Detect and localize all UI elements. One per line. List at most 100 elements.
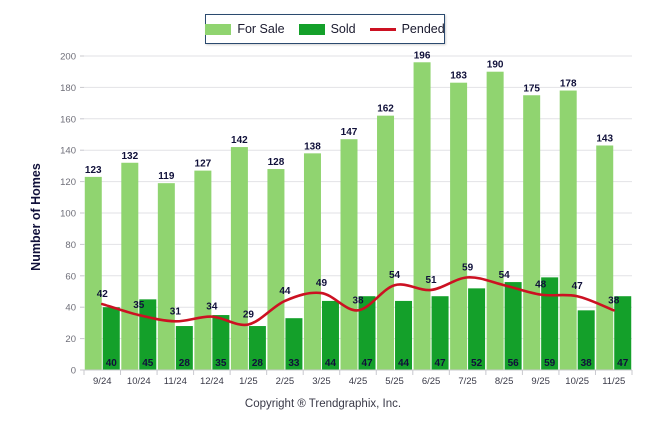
- x-axis-tick-label: 6/25: [422, 376, 441, 387]
- x-axis-tick-label: 4/25: [349, 376, 368, 387]
- for-sale-bar[interactable]: [450, 82, 468, 370]
- legend-label-sold: Sold: [330, 22, 356, 36]
- sold-bar-value: 47: [435, 358, 447, 369]
- x-axis-tick-label: 10/25: [565, 376, 589, 387]
- sold-bar-value: 47: [617, 358, 629, 369]
- sold-bar-value: 38: [581, 358, 593, 369]
- pended-point-value: 51: [426, 275, 438, 286]
- y-axis-tick-label: 120: [60, 177, 76, 188]
- for-sale-bar[interactable]: [523, 95, 541, 370]
- sold-bar[interactable]: [248, 326, 266, 370]
- for-sale-bar[interactable]: [303, 153, 321, 370]
- for-sale-bar[interactable]: [596, 145, 614, 370]
- x-axis-tick-label: 5/25: [385, 376, 404, 387]
- for-sale-bar-value: 127: [195, 159, 212, 170]
- y-axis-tick-label: 100: [60, 209, 76, 220]
- pended-point-value: 49: [316, 278, 328, 289]
- for-sale-bar-value: 175: [523, 83, 540, 94]
- pended-line[interactable]: [100, 276, 616, 327]
- for-sale-swatch-icon: [205, 23, 232, 35]
- legend-item-pended: Pended: [369, 22, 445, 36]
- x-axis-tick-label: 2/25: [276, 376, 295, 387]
- pended-point-value: 38: [352, 295, 364, 306]
- for-sale-bar-value: 190: [487, 60, 504, 71]
- legend-label-for-sale: For Sale: [237, 22, 285, 36]
- for-sale-bar-value: 142: [231, 135, 248, 146]
- sold-bar[interactable]: [504, 282, 522, 370]
- sold-bar[interactable]: [102, 307, 120, 370]
- for-sale-bar-value: 123: [85, 165, 102, 176]
- for-sale-bar-value: 196: [414, 50, 431, 61]
- for-sale-bar[interactable]: [486, 71, 504, 370]
- y-axis-tick-label: 160: [60, 114, 76, 125]
- y-axis-tick-label: 60: [65, 271, 76, 282]
- sold-bar[interactable]: [577, 310, 595, 370]
- for-sale-bar[interactable]: [413, 62, 431, 370]
- sold-bar-value: 28: [179, 358, 191, 369]
- for-sale-bar[interactable]: [84, 176, 102, 370]
- for-sale-bar[interactable]: [377, 115, 395, 370]
- pended-point-value: 44: [279, 286, 291, 297]
- x-axis-tick-label: 8/25: [495, 376, 514, 387]
- x-axis-tick-label: 11/25: [602, 376, 625, 387]
- sold-bar[interactable]: [212, 315, 230, 370]
- for-sale-bar-value: 183: [450, 71, 467, 82]
- pended-point-value: 29: [243, 309, 255, 320]
- sold-bar-value: 44: [398, 358, 410, 369]
- sold-bar[interactable]: [175, 326, 193, 370]
- pended-point-value: 47: [572, 281, 584, 292]
- y-axis-tick-label: 80: [65, 240, 76, 251]
- y-axis-tick-label: 180: [60, 83, 76, 94]
- y-axis-tick-label: 40: [65, 303, 76, 314]
- sold-bar[interactable]: [321, 300, 339, 370]
- sold-bar-value: 33: [288, 358, 300, 369]
- sold-bar[interactable]: [285, 318, 303, 370]
- legend-item-sold: Sold: [298, 22, 356, 36]
- x-axis-tick-label: 9/24: [93, 376, 112, 387]
- pended-point-value: 54: [499, 270, 511, 281]
- for-sale-bar[interactable]: [194, 170, 212, 370]
- sold-bar-value: 45: [142, 358, 154, 369]
- sold-bar[interactable]: [468, 288, 486, 370]
- sold-swatch-icon: [298, 23, 325, 35]
- for-sale-bar[interactable]: [121, 162, 139, 370]
- x-axis-tick-label: 11/24: [164, 376, 187, 387]
- chart-legend: For Sale Sold Pended: [205, 14, 445, 44]
- for-sale-bar-value: 147: [341, 127, 358, 138]
- sold-bar-value: 59: [544, 358, 556, 369]
- y-axis-tick-label: 20: [65, 334, 76, 345]
- x-axis-tick-label: 10/24: [127, 376, 151, 387]
- sold-bar-value: 40: [106, 358, 118, 369]
- for-sale-bar-value: 143: [596, 133, 613, 144]
- plot-area: 0 20 40 60 80 100 120 140 160 180 200 123 132 119 127 1…: [60, 50, 633, 387]
- sold-bar[interactable]: [541, 277, 559, 370]
- sold-bar-value: 52: [471, 358, 483, 369]
- for-sale-bar-value: 162: [377, 104, 394, 115]
- pended-point-value: 35: [133, 300, 145, 311]
- for-sale-bar[interactable]: [267, 169, 285, 370]
- for-sale-bar[interactable]: [230, 147, 248, 370]
- sold-bar[interactable]: [358, 296, 376, 370]
- sold-bar[interactable]: [395, 300, 413, 370]
- for-sale-bar-value: 119: [158, 171, 175, 182]
- for-sale-bar[interactable]: [157, 183, 175, 370]
- sold-bar-value: 44: [325, 358, 337, 369]
- for-sale-bar-value: 138: [304, 141, 321, 152]
- sold-bar[interactable]: [431, 296, 449, 370]
- x-axis-tick-label: 1/25: [239, 376, 258, 387]
- sold-bar-value: 35: [215, 358, 227, 369]
- for-sale-bar[interactable]: [559, 90, 577, 370]
- sold-bar-value: 28: [252, 358, 264, 369]
- for-sale-bar[interactable]: [340, 139, 358, 370]
- pended-point-value: 42: [97, 289, 109, 300]
- copyright-notice: Copyright ® Trendgraphix, Inc.: [244, 398, 402, 410]
- sold-bar-value: 47: [361, 358, 373, 369]
- pended-point-value: 59: [462, 262, 474, 273]
- pended-point-value: 34: [206, 302, 218, 313]
- x-axis-tick-label: 3/25: [312, 376, 331, 387]
- sold-bar[interactable]: [614, 296, 632, 370]
- y-axis-tick-label: 0: [71, 366, 76, 377]
- pended-point-value: 54: [389, 270, 401, 281]
- x-axis-tick-label: 12/24: [200, 376, 224, 387]
- for-sale-bar-value: 178: [560, 79, 577, 90]
